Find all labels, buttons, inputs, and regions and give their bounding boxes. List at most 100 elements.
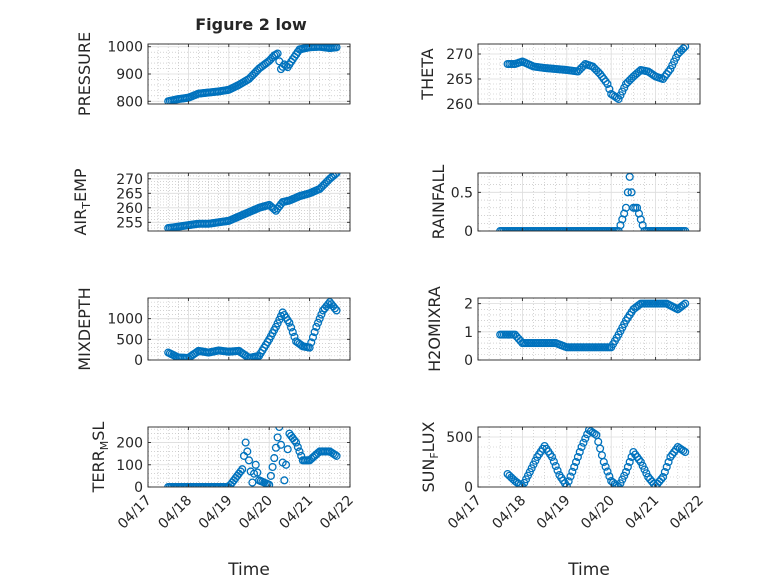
data-point — [310, 328, 319, 337]
subplot-mixdepth: 0 500 1000 MIXDEPTH — [75, 287, 351, 371]
y-tick-label: 255 — [116, 215, 143, 231]
data-point — [288, 328, 297, 337]
figure-title: Figure 2 low — [195, 15, 307, 34]
y-tick-label: 900 — [116, 67, 143, 83]
data-point — [330, 304, 339, 313]
data-point — [640, 465, 649, 474]
data-point — [330, 173, 339, 179]
axes-background — [478, 173, 700, 231]
data-point — [618, 475, 627, 484]
data-point — [562, 481, 571, 487]
y-axis-label: AIRTEMP — [71, 168, 93, 235]
y-tick-label: 0 — [464, 224, 473, 240]
data-point — [243, 447, 252, 456]
y-tick-label: 2 — [464, 297, 473, 313]
data-point — [605, 84, 614, 94]
data-point — [627, 188, 636, 197]
axes-box — [147, 297, 351, 361]
y-axis-label: SUNFLUX — [419, 421, 441, 492]
data-point — [280, 476, 289, 485]
data-point — [568, 467, 577, 476]
data-point — [547, 452, 557, 462]
y-axis-label: H2OMIXRA — [425, 286, 444, 372]
series-markers — [164, 44, 341, 104]
data-point — [621, 467, 631, 477]
data-point — [605, 472, 614, 481]
data-point — [603, 467, 612, 476]
data-point — [312, 322, 321, 331]
data-point — [549, 457, 558, 466]
subplot-theta: 260 265 270 THETA — [418, 43, 701, 113]
data-point — [681, 299, 690, 308]
data-point — [577, 442, 586, 452]
data-point — [681, 226, 690, 231]
y-tick-label: 800 — [116, 94, 143, 110]
data-point — [625, 173, 634, 181]
series-markers — [164, 427, 341, 487]
data-point — [579, 438, 588, 447]
y-tick-label: 260 — [446, 97, 473, 113]
data-point — [642, 469, 651, 478]
y-tick-label: 265 — [116, 186, 143, 202]
axes-box — [477, 297, 701, 361]
series-markers — [503, 427, 690, 487]
data-point — [236, 467, 245, 476]
x-axis-label: Time — [567, 560, 610, 580]
y-tick-label: 1000 — [107, 312, 143, 328]
data-point — [666, 64, 675, 74]
series-markers — [164, 298, 341, 360]
data-point — [285, 318, 294, 327]
data-point — [283, 445, 292, 454]
data-point — [290, 332, 299, 341]
data-point — [618, 87, 627, 96]
data-point — [287, 323, 296, 332]
data-point — [636, 457, 645, 467]
data-point — [276, 440, 286, 449]
data-point — [570, 462, 579, 472]
data-point — [660, 467, 669, 477]
data-point — [623, 188, 632, 197]
y-tick-label: 0 — [134, 480, 143, 496]
data-point — [681, 44, 690, 51]
data-point — [679, 446, 688, 455]
data-point — [253, 468, 262, 477]
data-point — [620, 83, 629, 92]
y-tick-label: 270 — [116, 172, 143, 188]
data-point — [317, 310, 326, 319]
y-tick-label: 0.5 — [451, 185, 473, 201]
axes-box — [147, 172, 351, 232]
data-point — [664, 457, 673, 467]
data-point — [332, 44, 341, 52]
data-point — [244, 456, 254, 465]
axes-box — [477, 172, 701, 232]
data-point — [590, 429, 599, 438]
axes-box — [147, 426, 351, 488]
y-axis-label: RAINFALL — [429, 165, 448, 240]
data-point — [251, 460, 260, 469]
data-point — [603, 79, 612, 89]
data-point — [307, 338, 316, 347]
data-point — [529, 460, 538, 469]
data-point — [527, 464, 536, 473]
y-axis-label: PRESSURE — [75, 32, 94, 116]
data-point — [638, 461, 647, 470]
data-point — [270, 454, 279, 463]
data-point — [273, 49, 282, 58]
data-point — [573, 452, 582, 462]
data-point — [332, 451, 341, 460]
y-tick-label: 0 — [464, 480, 473, 496]
data-point — [634, 300, 643, 310]
data-point — [616, 91, 625, 100]
data-point — [581, 434, 590, 443]
data-point — [668, 61, 677, 70]
data-point — [292, 438, 301, 447]
data-point — [657, 475, 666, 484]
axes-box — [477, 43, 701, 105]
data-point — [315, 314, 324, 323]
data-point — [281, 460, 291, 469]
series-markers — [496, 173, 690, 231]
data-point — [662, 462, 671, 472]
data-point — [238, 465, 247, 474]
